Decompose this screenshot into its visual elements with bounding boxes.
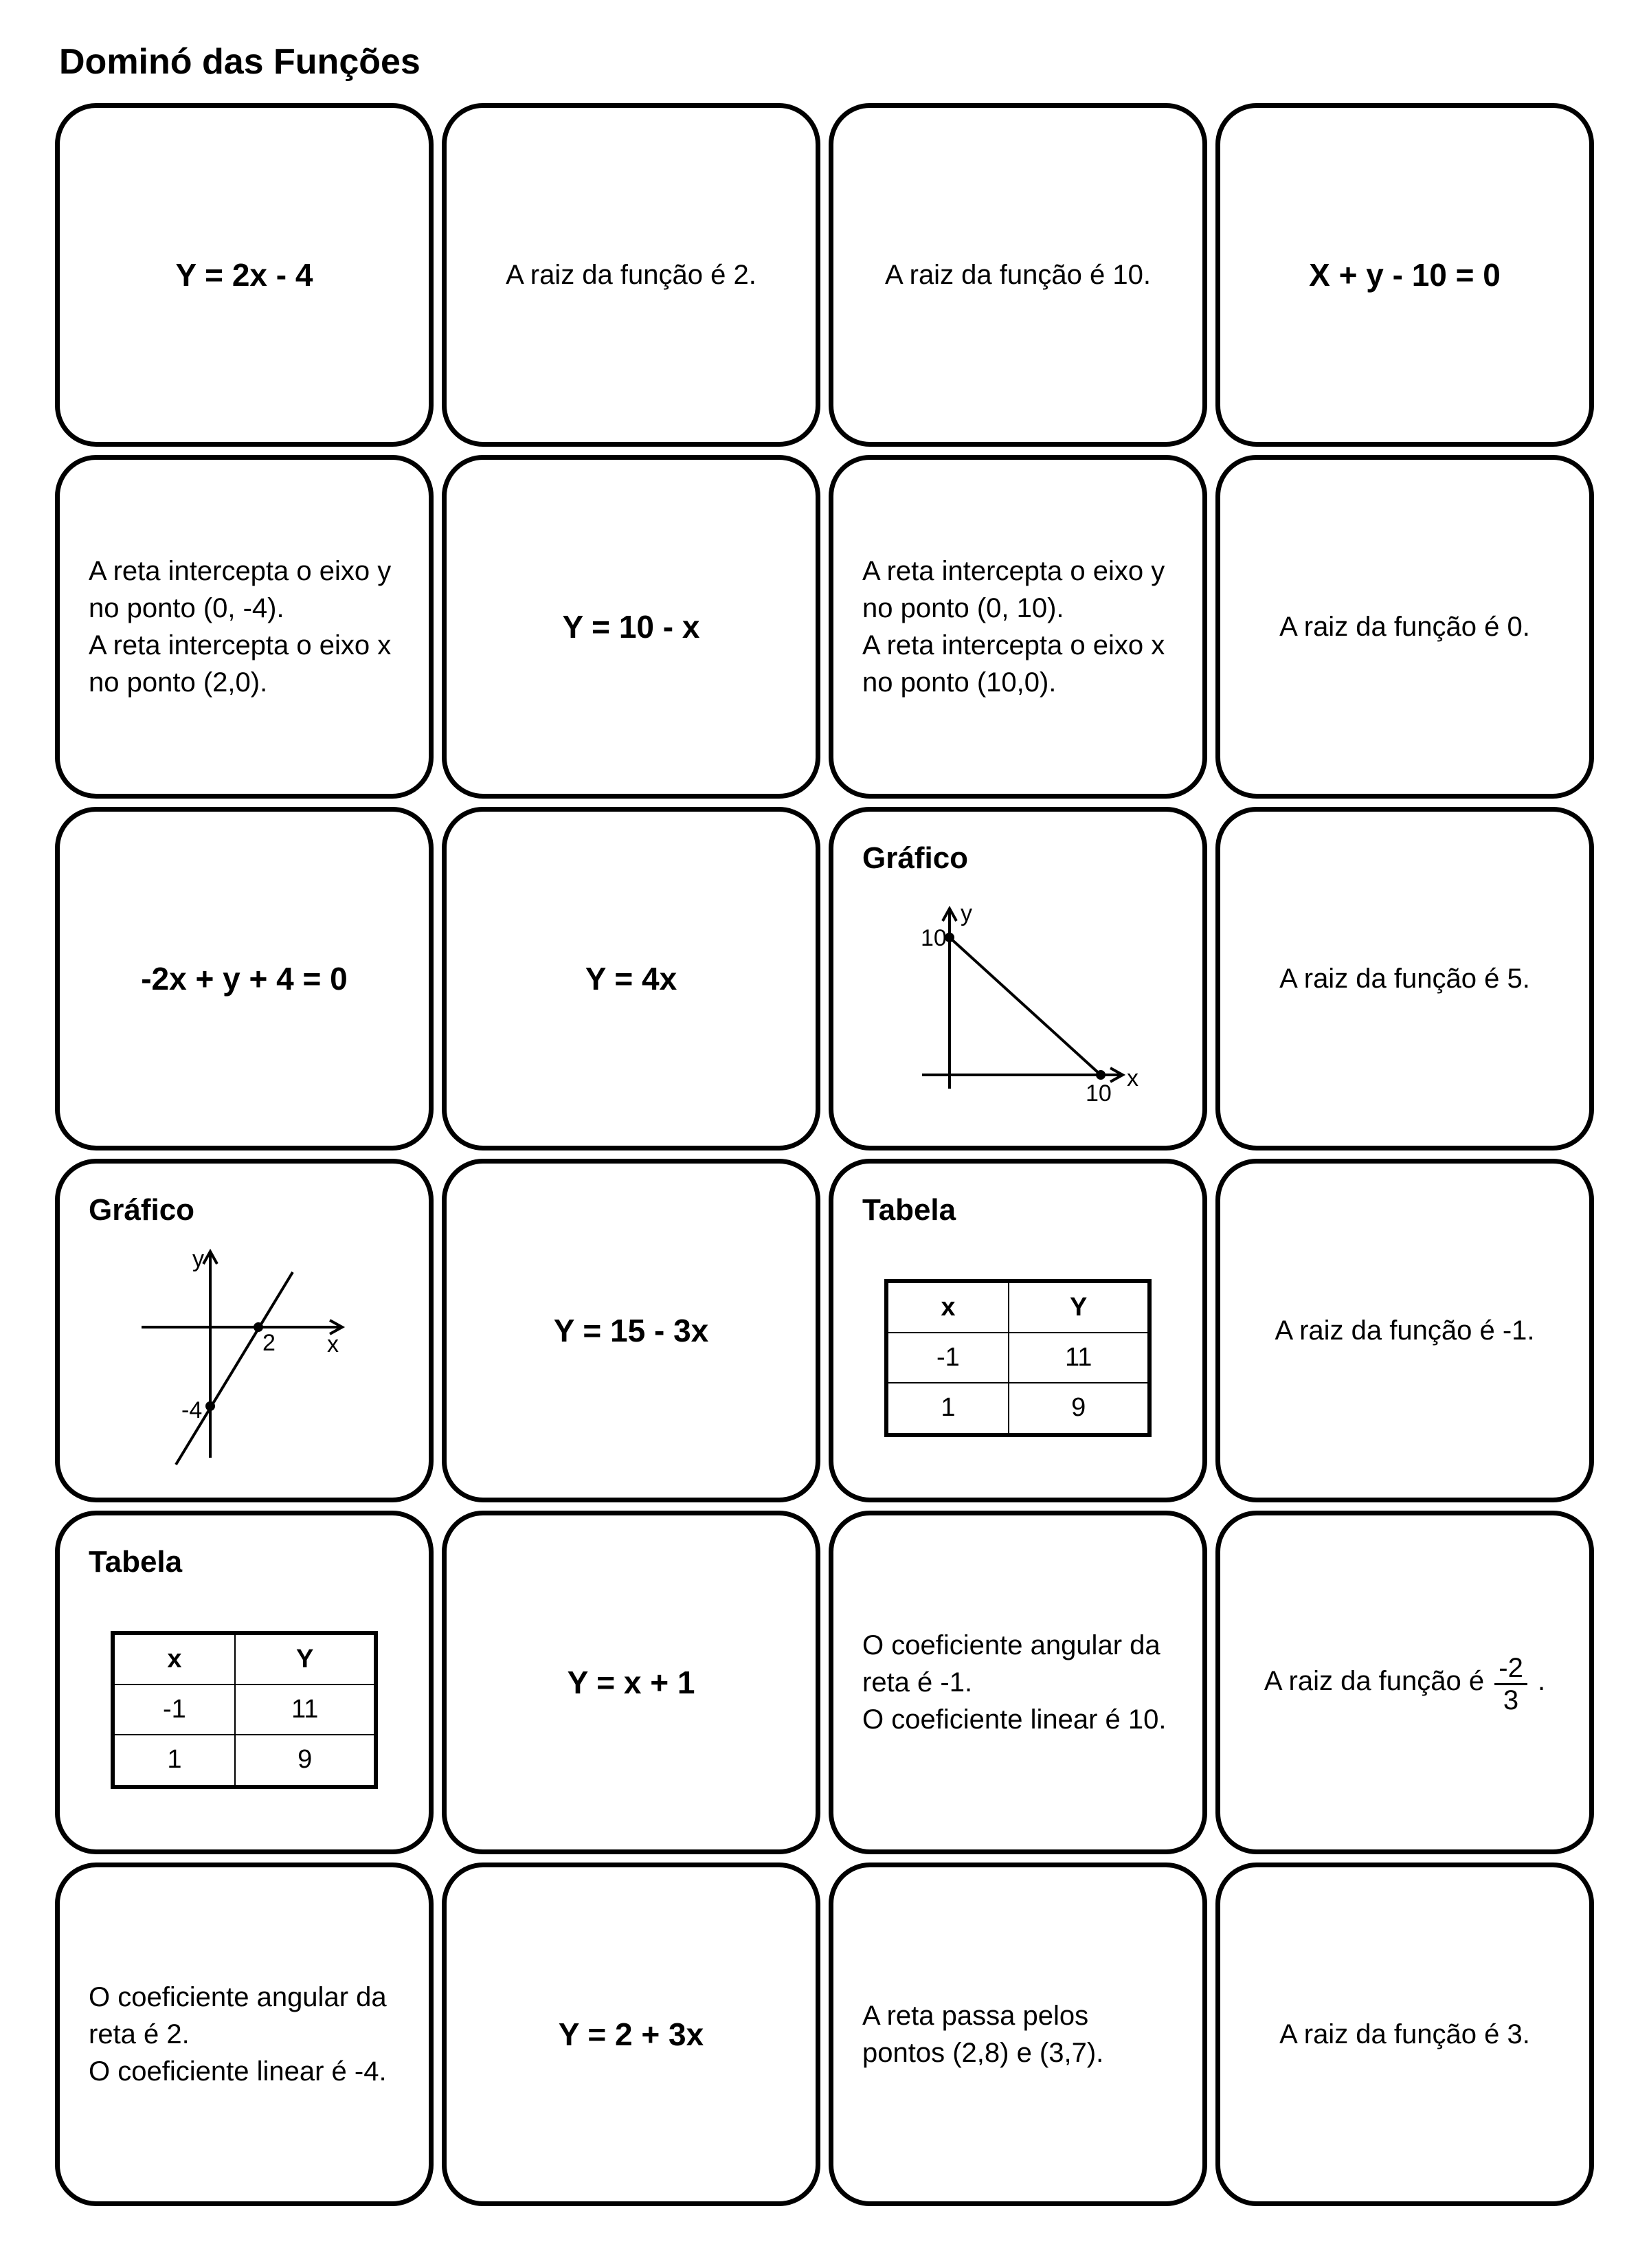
graph2-y-label: y [192,1246,204,1272]
page-title: Dominó das Funções [59,41,1594,82]
frac-suffix: . [1530,1666,1545,1696]
card-eq: Y = 15 - 3x [442,1159,820,1502]
table-container: x Y -1 11 1 9 [862,1244,1174,1471]
card-text: A reta passa pelos pontos (2,8) e (3,7). [829,1863,1207,2206]
card-text: A raiz da função é 10. [829,103,1207,447]
card-body: A raiz da função é -1. [1275,1312,1534,1349]
table-row: -1 11 [886,1333,1150,1383]
card-text: A reta intercepta o eixo y no ponto (0, … [55,455,434,799]
card-eq: Y = 2 + 3x [442,1863,820,2206]
table-row: 1 9 [886,1383,1150,1434]
card-body: A reta intercepta o eixo y no ponto (0, … [89,553,400,701]
equation-text: Y = 10 - x [563,605,700,648]
table-row: x Y [886,1281,1150,1333]
card-graph: Gráfico y x 2 [55,1159,434,1502]
card-table: Tabela x Y -1 11 1 9 [55,1511,434,1854]
data-table: x Y -1 11 1 9 [111,1631,379,1789]
graph-container: y x 10 10 [862,892,1174,1120]
equation-text: Y = 2x - 4 [176,254,313,296]
graph1-svg: y x 10 10 [895,896,1142,1116]
equation-text: Y = 4x [585,957,677,1000]
card-text: A raiz da função é 2. [442,103,820,447]
table-cell: 1 [113,1735,235,1786]
table-title: Tabela [862,1190,956,1230]
table-cell: -1 [113,1685,235,1735]
graph2-y-tick: -4 [181,1397,202,1423]
table-cell: 1 [886,1383,1009,1434]
table-header: Y [235,1633,376,1685]
frac-prefix: A raiz da função é [1264,1666,1492,1696]
table-cell: 11 [1009,1333,1149,1383]
card-eq: Y = 10 - x [442,455,820,799]
table-header: x [886,1281,1009,1333]
table-cell: 9 [1009,1383,1149,1434]
card-fraction: A raiz da função é -23 . [1215,1511,1594,1854]
card-text: A reta intercepta o eixo y no ponto (0, … [829,455,1207,799]
card-eq: Y = 2x - 4 [55,103,434,447]
card-eq: Y = x + 1 [442,1511,820,1854]
card-text: O coeficiente angular da reta é -1. O co… [829,1511,1207,1854]
frac-num: -2 [1494,1654,1527,1685]
card-body: A raiz da função é 2. [506,256,756,293]
graph2-x-label: x [327,1331,339,1357]
graph1-x-label: x [1127,1065,1138,1091]
table-cell: -1 [886,1333,1009,1383]
graph-container: y x 2 -4 [89,1244,400,1471]
table-header: x [113,1633,235,1685]
graph-title: Gráfico [89,1190,194,1230]
card-body: A raiz da função é -23 . [1264,1653,1545,1713]
graph1-y-tick: 10 [921,925,947,951]
equation-text: Y = 15 - 3x [554,1309,709,1352]
graph1-x-tick: 10 [1086,1080,1112,1107]
equation-text: -2x + y + 4 = 0 [141,957,348,1000]
card-body: O coeficiente angular da reta é -1. O co… [862,1627,1174,1738]
table-row: x Y [113,1633,377,1685]
card-grid: Y = 2x - 4 A raiz da função é 2. A raiz … [55,103,1594,2206]
graph2-x-tick: 2 [262,1330,276,1356]
fraction: -23 [1494,1654,1527,1714]
card-table: Tabela x Y -1 11 1 9 [829,1159,1207,1502]
table-title: Tabela [89,1542,182,1582]
table-row: 1 9 [113,1735,377,1786]
card-body: A raiz da função é 3. [1279,2016,1530,2053]
table-cell: 11 [235,1685,376,1735]
card-body: O coeficiente angular da reta é 2. O coe… [89,1979,400,2090]
page: Dominó das Funções Y = 2x - 4 A raiz da … [0,0,1649,2268]
card-eq: -2x + y + 4 = 0 [55,807,434,1150]
graph-title: Gráfico [862,838,968,878]
card-text: A raiz da função é 3. [1215,1863,1594,2206]
frac-den: 3 [1499,1685,1523,1714]
card-graph: Gráfico y x 10 [829,807,1207,1150]
graph2-svg: y x 2 -4 [121,1245,368,1471]
card-body: A raiz da função é 0. [1279,608,1530,645]
card-eq: Y = 4x [442,807,820,1150]
table-header: Y [1009,1281,1149,1333]
card-body: A raiz da função é 10. [885,256,1151,293]
card-text: A raiz da função é -1. [1215,1159,1594,1502]
card-text: A raiz da função é 0. [1215,455,1594,799]
card-eq: X + y - 10 = 0 [1215,103,1594,447]
card-body: A reta intercepta o eixo y no ponto (0, … [862,553,1174,701]
card-text: A raiz da função é 5. [1215,807,1594,1150]
card-body: A raiz da função é 5. [1279,960,1530,997]
equation-text: X + y - 10 = 0 [1309,254,1501,296]
table-cell: 9 [235,1735,376,1786]
graph1-y-label: y [961,900,972,926]
card-text: O coeficiente angular da reta é 2. O coe… [55,1863,434,2206]
table-row: -1 11 [113,1685,377,1735]
equation-text: Y = x + 1 [568,1661,695,1704]
equation-text: Y = 2 + 3x [559,2013,704,2056]
data-table: x Y -1 11 1 9 [884,1279,1152,1437]
card-body: A reta passa pelos pontos (2,8) e (3,7). [862,1997,1174,2071]
table-container: x Y -1 11 1 9 [89,1596,400,1823]
